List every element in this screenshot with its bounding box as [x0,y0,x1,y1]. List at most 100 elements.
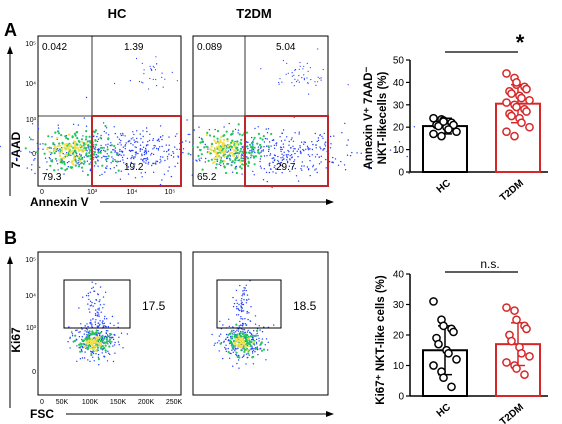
density-dot [88,308,90,310]
panel-b-x-arrowhead [326,411,334,417]
density-dot [217,148,221,151]
density-dot [85,152,88,155]
density-dot [260,68,262,70]
density-dot [239,284,241,287]
density-dot [309,174,311,177]
density-dot [89,291,92,293]
density-dot [334,158,337,160]
panel-a-letter: A [4,20,17,40]
density-dot [174,146,176,148]
density-dot [82,296,84,298]
bar-y-tick-label: 20 [393,331,405,342]
density-dot [113,149,115,151]
density-dot [141,81,143,83]
density-dot [130,138,132,140]
density-dot [223,160,226,163]
density-dot [158,146,161,148]
density-dot [298,131,300,133]
density-dot [243,354,245,356]
density-dot [79,153,81,155]
density-dot [250,157,252,159]
density-dot [90,344,94,347]
density-dot [249,143,252,146]
panel-b-y-arrowhead [7,256,13,264]
density-dot [221,160,224,163]
density-dot [205,157,207,160]
density-dot [263,141,266,143]
density-dot [71,166,74,169]
density-dot [100,134,102,137]
density-dot [97,325,100,328]
density-dot [225,338,227,340]
density-dot [87,359,89,361]
density-dot [78,157,81,160]
density-dot [322,137,324,139]
density-dot [130,162,132,164]
density-dot [157,139,160,141]
density-dot [231,139,234,142]
density-dot [258,340,260,342]
panel-b-xtick-250k: 250K [166,399,183,406]
density-dot [92,318,94,320]
density-dot [253,150,255,152]
panel-b-ytick-0: 0 [32,369,36,376]
density-dot [308,149,310,151]
density-dot [406,155,408,158]
density-dot [111,315,114,318]
density-dot [291,75,293,77]
density-dot [293,160,295,163]
panel-b-xtick-100k: 100K [82,399,99,406]
density-dot [281,159,283,161]
density-dot [228,318,230,320]
density-dot [227,350,230,354]
density-dot [152,65,154,67]
density-dot [260,151,262,153]
density-dot [295,175,298,177]
density-dot [244,339,247,342]
density-dot [219,145,222,148]
density-dot [238,367,240,369]
density-dot [83,156,85,158]
density-dot [182,148,185,150]
density-dot [150,68,153,71]
density-dot [220,135,223,139]
density-dot [242,329,244,331]
flow-plot-b-hc: 17.5 [37,251,182,396]
density-dot [259,160,261,163]
density-dot [254,334,257,338]
density-dot [302,148,304,151]
density-dot [100,336,103,339]
density-dot [89,347,93,350]
density-dot [218,340,220,342]
density-dot [230,132,234,135]
density-dot [110,333,113,336]
density-dot [99,136,102,139]
density-dot [124,135,126,137]
density-dot [78,331,80,333]
density-dot [249,331,251,333]
bar-chart-b: Ki67⁺ NKT-like cells (%) n.s. 0 10 20 30 40 H… [375,257,548,424]
density-dot [98,324,100,327]
density-dot [119,153,121,155]
density-dot [231,333,234,335]
density-dot [253,146,256,149]
density-dot [164,159,166,162]
density-dot [99,299,101,301]
density-dot [69,336,71,338]
density-dot [74,334,77,337]
density-dot [103,322,106,324]
density-dot [80,166,84,169]
density-dot [203,146,206,149]
density-dot [83,333,86,335]
density-dot [248,298,250,300]
density-dot [241,322,244,325]
density-dot [242,324,244,326]
density-dot [324,141,327,143]
bar-y-tick-label: 20 [393,123,405,134]
density-dot [267,128,270,130]
density-dot [280,148,282,151]
density-dot [272,139,275,141]
density-dot [222,357,224,360]
density-dot [243,350,246,353]
density-dot [117,143,119,145]
